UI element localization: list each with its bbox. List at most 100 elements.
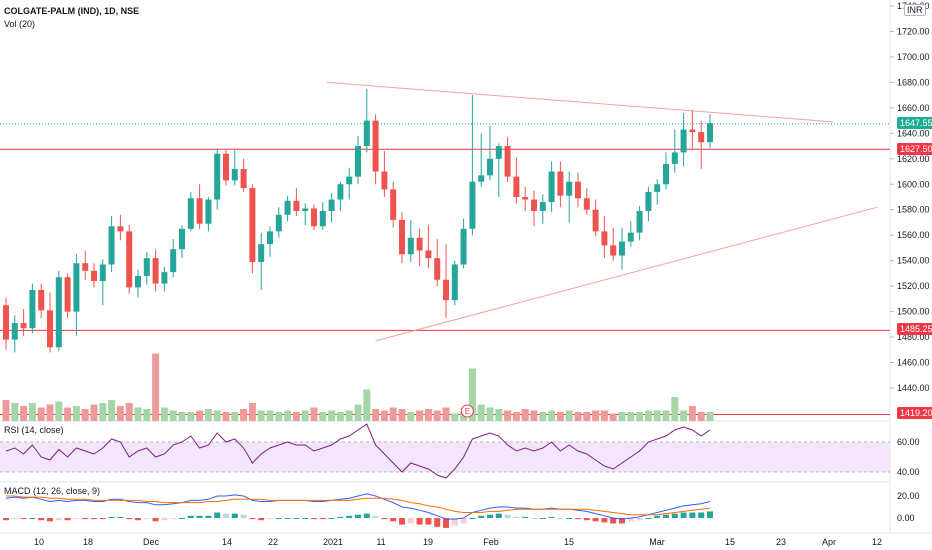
volume-bar <box>336 412 344 421</box>
chart-legend-symbol: COLGATE-PALM (IND), 1D, NSE <box>4 6 139 16</box>
macd-histogram-bar <box>55 518 62 521</box>
macd-histogram-bar <box>161 518 168 521</box>
candle-body <box>64 277 71 312</box>
macd-histogram-bar <box>460 518 467 524</box>
macd-histogram-bar <box>680 512 687 518</box>
macd-histogram-bar <box>495 513 502 518</box>
candle-body <box>654 184 661 192</box>
candle-body <box>592 209 599 232</box>
volume-bar <box>2 400 10 421</box>
candle-body <box>284 200 291 215</box>
candle-body <box>328 199 335 212</box>
volume-bar <box>125 403 133 421</box>
price-tick-label: 1460.00 <box>897 358 930 368</box>
time-tick-label: 15 <box>564 537 574 547</box>
volume-bar <box>231 412 239 421</box>
candle-body <box>337 184 344 200</box>
candle-body <box>583 198 590 210</box>
volume-bar <box>433 410 441 421</box>
volume-bar <box>407 412 415 421</box>
macd-histogram-bar <box>619 518 625 524</box>
volume-bar <box>653 410 661 421</box>
candle-body <box>346 176 353 185</box>
macd-histogram-bar <box>381 518 388 520</box>
candle-body <box>539 202 546 212</box>
volume-bar <box>213 410 221 421</box>
macd-histogram-bar <box>170 518 177 520</box>
macd-histogram-bar <box>214 512 221 518</box>
candle-body <box>522 197 529 200</box>
volume-bar <box>20 406 28 421</box>
time-tick-label: 15 <box>725 537 735 547</box>
price-tick-label: 1560.00 <box>897 230 930 240</box>
rsi-band <box>0 442 890 472</box>
candle-body <box>478 175 485 182</box>
candle-body <box>601 231 608 246</box>
volume-bar <box>530 410 538 421</box>
candle-body <box>187 198 194 229</box>
macd-histogram-bar <box>91 518 97 520</box>
volume-bar <box>389 407 397 421</box>
volume-bar <box>301 410 309 421</box>
resistance-trendline <box>327 81 834 123</box>
macd-histogram-bar <box>531 518 537 519</box>
time-tick-label: 10 <box>34 537 44 547</box>
volume-bar <box>688 406 696 421</box>
price-tick-label: 1580.00 <box>897 205 930 215</box>
price-tick-label: 1620.00 <box>897 154 930 164</box>
macd-histogram-bar <box>135 518 141 521</box>
macd-histogram-bar <box>328 518 335 519</box>
macd-histogram-bar <box>363 513 370 518</box>
macd-histogram-bar <box>487 514 493 518</box>
candle-body <box>671 152 678 164</box>
candle-body <box>689 129 696 133</box>
candle-body <box>267 231 273 245</box>
volume-bar <box>697 412 705 421</box>
macd-histogram-bar <box>240 514 247 518</box>
macd-histogram-bar <box>117 516 124 518</box>
volume-bar <box>275 412 283 421</box>
volume-bar <box>600 410 608 421</box>
volume-bar <box>72 406 80 421</box>
macd-histogram-bar <box>575 518 581 520</box>
candle-body <box>196 198 203 224</box>
level-tag-1627: 1627.50 <box>897 143 932 155</box>
volume-bar <box>504 410 512 421</box>
volume-bar <box>477 404 485 421</box>
candle-body <box>135 275 141 288</box>
price-tick-label: 1500.00 <box>897 307 930 317</box>
price-tick-label: 1540.00 <box>897 256 930 266</box>
candle-body <box>249 188 256 262</box>
candle-body <box>179 228 185 250</box>
volume-bar <box>28 403 36 421</box>
macd-histogram-bar <box>302 518 309 519</box>
volume-bar <box>636 412 644 421</box>
candle-body <box>619 241 625 256</box>
volume-bar <box>442 407 450 421</box>
candle-body <box>451 264 458 301</box>
candle-body <box>319 211 326 227</box>
macd-histogram-bar <box>636 518 643 521</box>
volume-bar <box>292 412 300 421</box>
price-tick-label: 1640.00 <box>897 128 930 138</box>
candle-body <box>575 181 581 199</box>
macd-tick-label: 20.00 <box>897 491 920 501</box>
time-tick-label: 19 <box>423 537 433 547</box>
candle-body <box>47 310 53 348</box>
macd-tick-label: 0.00 <box>897 513 915 523</box>
currency-selector[interactable]: INR <box>904 4 926 16</box>
macd-histogram-bar <box>179 518 185 519</box>
price-tick-label: 1520.00 <box>897 281 930 291</box>
volume-bar <box>372 409 380 421</box>
macd-histogram-bar <box>478 515 485 518</box>
volume-bar <box>55 401 63 421</box>
volume-bar <box>627 412 635 421</box>
macd-histogram-bar <box>654 515 661 518</box>
macd-histogram-bar <box>671 513 678 518</box>
candle-body <box>416 237 423 251</box>
macd-histogram-bar <box>337 516 344 518</box>
candle-body <box>504 146 511 177</box>
price-tick-label: 1680.00 <box>897 77 930 87</box>
candle-body <box>363 120 370 147</box>
